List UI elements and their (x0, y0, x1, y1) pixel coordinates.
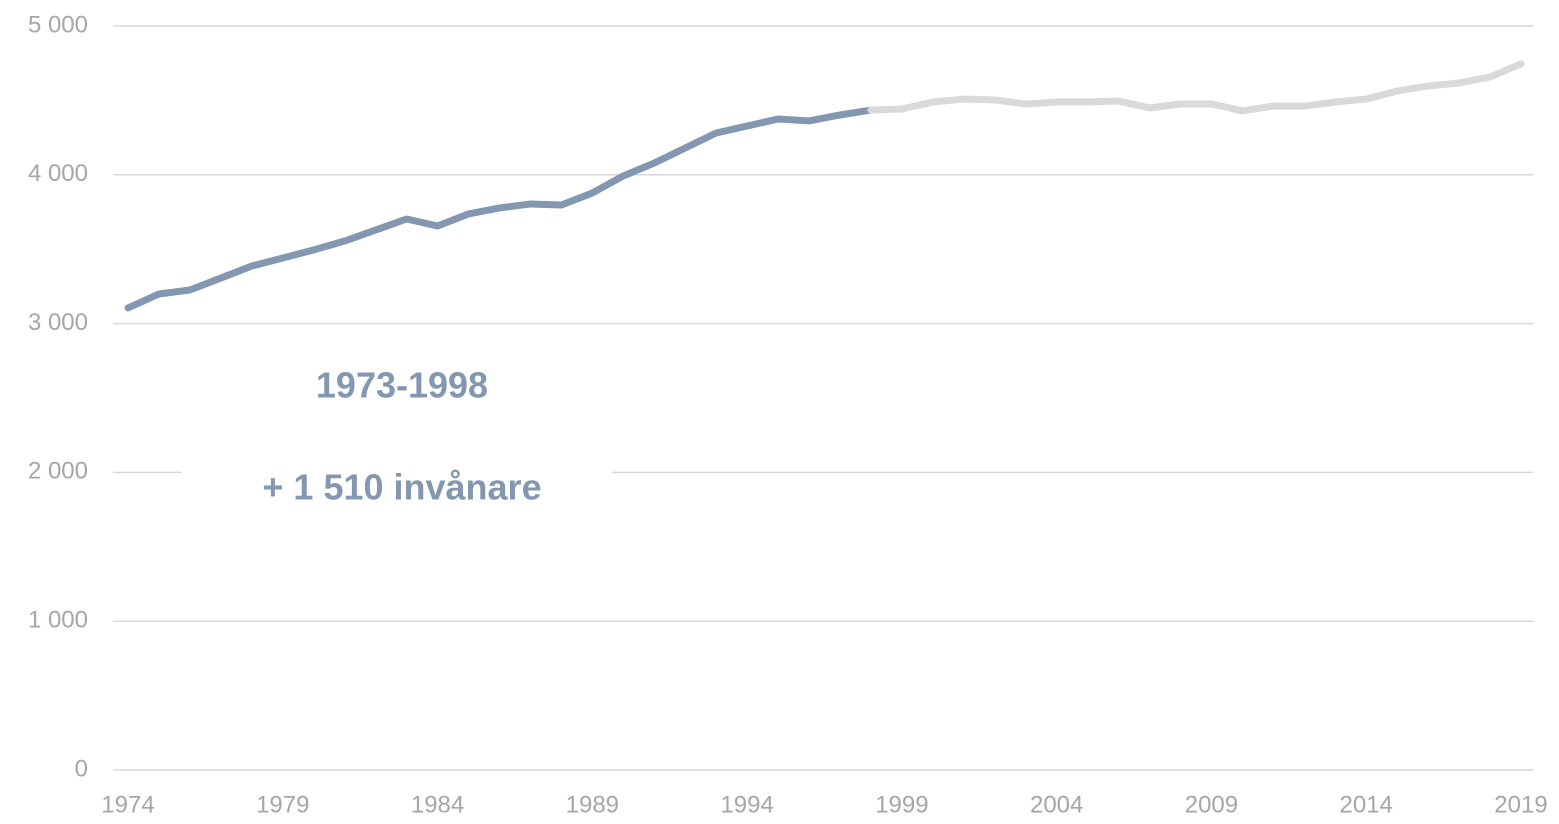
lines (124, 60, 1525, 312)
x-tick-label: 1994 (720, 791, 773, 818)
y-tick-label: 0 (75, 755, 88, 782)
series-line (124, 106, 875, 312)
annotation: 1973-1998 (316, 365, 488, 406)
y-tick-label: 2 000 (28, 458, 88, 485)
x-tick-label: 2014 (1340, 791, 1393, 818)
x-tick-label: 1984 (411, 791, 464, 818)
x-tick-label: 1974 (101, 791, 154, 818)
y-tick-label: 4 000 (28, 160, 88, 187)
x-tick-label: 2009 (1185, 791, 1238, 818)
x-tick-label: 1979 (256, 791, 309, 818)
x-tick-label: 2019 (1494, 791, 1547, 818)
annotation: + 1 510 invånare (262, 467, 541, 508)
series-line (867, 60, 1525, 115)
y-tick-label: 1 000 (28, 607, 88, 634)
y-tick-label: 5 000 (28, 11, 88, 38)
x-tick-label: 2004 (1030, 791, 1083, 818)
x-tick-label: 1989 (566, 791, 619, 818)
y-tick-label: 3 000 (28, 309, 88, 336)
annotation-background (182, 455, 612, 525)
x-tick-label: 1999 (875, 791, 928, 818)
